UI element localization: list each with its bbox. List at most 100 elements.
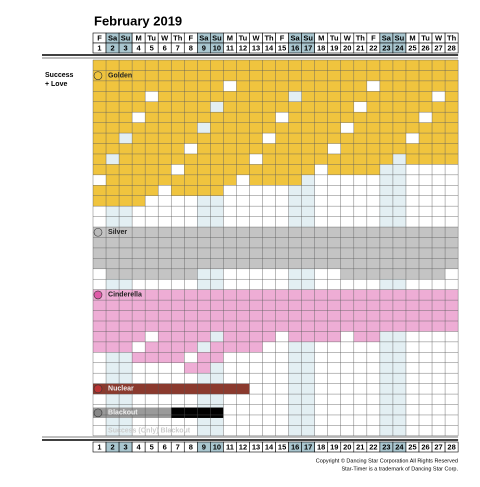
day-number: 23 [382,442,390,451]
cell [314,300,328,311]
cell [158,289,172,301]
cell [366,247,380,259]
day-name: Th [447,33,457,42]
cell [301,300,315,311]
section-label: Success (Only) Blackout [108,427,191,434]
cell [210,164,224,175]
cell [353,289,367,301]
cell [419,300,433,311]
cell [419,289,433,301]
cell [340,321,354,332]
cell [145,60,159,71]
cell [419,143,433,154]
cell [445,237,459,248]
cell [275,237,289,248]
cell [210,174,224,186]
cell [93,237,107,248]
cell [171,60,185,71]
cell [288,80,302,92]
cell [132,352,146,363]
cell [405,268,419,280]
cell [184,237,198,248]
cell [288,133,302,144]
cell [171,289,185,301]
cell [184,112,198,123]
cell [106,258,120,269]
cell [314,91,328,102]
cell [145,153,159,165]
cell [275,70,289,81]
cell [275,153,289,165]
cell [288,122,302,134]
day-name: W [344,33,352,42]
cell [171,91,185,102]
day-number: 25 [408,43,416,52]
cell [106,60,120,71]
cell [275,60,289,71]
cell [327,227,341,238]
cell [132,289,146,301]
cell [119,164,133,175]
cell [210,227,224,238]
cell [262,101,276,113]
cell [210,310,224,321]
cell [379,112,393,123]
cell [405,289,419,301]
cell [340,143,354,154]
cell [171,268,185,280]
day-name: W [252,33,260,42]
cell [106,164,120,175]
cell [93,310,107,321]
cell [223,133,237,144]
cell [392,268,406,280]
cell [158,310,172,321]
cell [353,258,367,269]
cell [249,331,263,342]
day-number: 12 [239,43,247,52]
cell [301,80,315,92]
cell [301,70,315,81]
cell [327,60,341,71]
cell [145,237,159,248]
cell [145,143,159,154]
cell [249,122,263,134]
cell [301,237,315,248]
cell [210,91,224,102]
cell [145,101,159,113]
cell [327,258,341,269]
day-number: 14 [265,442,274,451]
cell [184,310,198,321]
section-icon [93,71,103,80]
cell [340,310,354,321]
cell [197,362,211,374]
cell [171,321,185,332]
cell [119,101,133,113]
cell [445,310,459,321]
cell [301,101,315,113]
cell [366,164,380,175]
cell [327,70,341,81]
day-name: M [409,33,415,42]
cell [158,268,172,280]
cell [197,310,211,321]
cell [327,310,341,321]
day-name: F [280,33,285,42]
cell [392,227,406,238]
cell [314,153,328,165]
cell [314,247,328,259]
cell [353,164,367,175]
cell [210,352,224,363]
day-name: Su [212,33,222,42]
cell [223,174,237,186]
cell [392,143,406,154]
cell [366,321,380,332]
cell [210,133,224,144]
cell [301,310,315,321]
cell [145,70,159,81]
cell [249,321,263,332]
cell [275,310,289,321]
cell [419,133,433,144]
cell [119,258,133,269]
cell [132,70,146,81]
day-number: 4 [137,442,142,451]
